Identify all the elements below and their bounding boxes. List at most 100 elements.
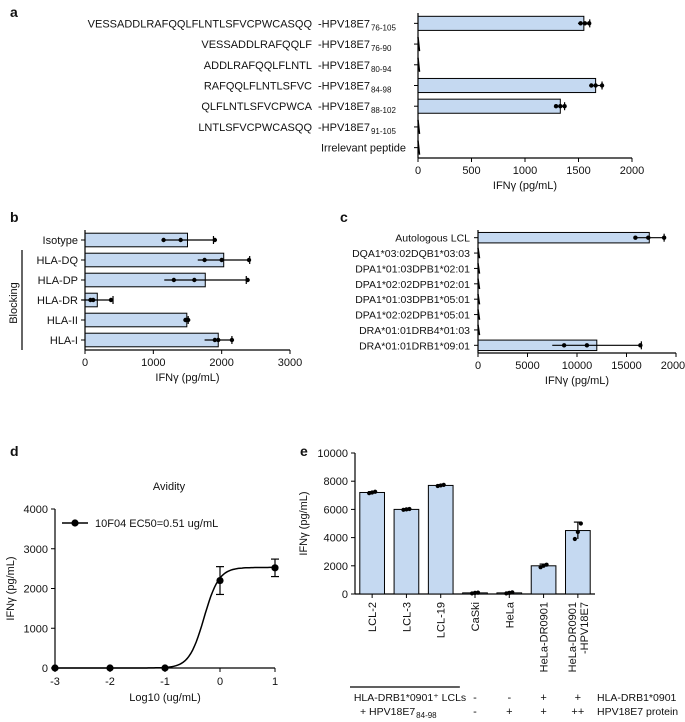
y-tick-label: HLA-II (47, 315, 78, 327)
x-axis-title: IFNγ (pg/mL) (545, 375, 609, 387)
legend-label: 10F04 EC50=0.51 ug/mL (95, 518, 218, 530)
x-tick-label: 0 (217, 676, 223, 688)
peptide-sequence: ADDLRAFQQLFLNTL (204, 60, 312, 72)
peptide-range: 88-102 (371, 106, 396, 115)
y-axis-title: IFNγ (pg/mL) (298, 491, 310, 555)
bar (417, 98, 561, 114)
panel-label-b: b (10, 209, 19, 225)
y-tick-label: DRA*01:01DRB4*01:03 (359, 325, 470, 337)
data-point (192, 277, 197, 283)
y-tick-label: 0 (342, 589, 348, 601)
data-point (575, 529, 580, 535)
peptide-sequence: LNTLSFVCPWCASQQ (198, 122, 312, 134)
peptide-name: Irrelevant peptide (321, 143, 406, 155)
x-tick-label: HeLa-DR0901 (539, 602, 551, 672)
panel-label-c: c (340, 209, 348, 225)
bar (393, 508, 420, 595)
data-point (633, 235, 638, 240)
peptide-sequence: QLFLNTLSFVCPWCA (201, 101, 312, 113)
y-tick-label: HLA-DQ (36, 255, 78, 267)
chart-e: 0 2000 4000 6000 8000 10000 IFNγ (pg/mL) LCL-2 L… (298, 448, 678, 720)
peptide-name: -HPV18E7 (318, 101, 370, 113)
x-tick-label: LCL-19 (436, 602, 448, 638)
x-tick-label-line: LCL-3 (401, 602, 413, 632)
y-tick-label: 4000 (24, 504, 48, 516)
x-tick-label: 20000 (661, 360, 685, 372)
y-tick-label: 6000 (324, 504, 348, 516)
chart-b: 0 1000 2000 3000 IFNγ (pg/mL) Isotype HLA-DQ HL… (8, 230, 302, 384)
bar (417, 15, 585, 31)
x-tick-label: 5000 (515, 360, 539, 372)
x-tick-label: LCL-3 (401, 602, 413, 632)
peptide-sequence: VESSADDLRAFQQLF (201, 39, 312, 51)
data-point (661, 235, 667, 240)
y-tick-label: DPA1*01:03DPB1*05:01 (355, 294, 470, 306)
sign-protein: + (540, 706, 546, 718)
x-tick-label: 1500 (566, 165, 590, 177)
data-point (553, 104, 559, 109)
data-point (587, 21, 592, 26)
data-point (161, 237, 166, 243)
data-point (578, 521, 583, 526)
sign-hla: + (540, 692, 546, 704)
bar (417, 77, 597, 94)
y-tick-label: 8000 (324, 476, 348, 488)
x-tick-label: -2 (105, 676, 115, 688)
data-point (216, 576, 224, 585)
data-point (638, 343, 643, 348)
x-tick-label: 10000 (562, 360, 593, 372)
data-point (561, 343, 567, 348)
y-tick-label: HLA-DP (38, 275, 78, 287)
y-tick-label: Isotype (43, 235, 78, 247)
sign-hla: - (473, 692, 477, 704)
x-tick-label: 1000 (513, 165, 537, 177)
y-tick-label: 10000 (317, 448, 348, 460)
x-tick-label: 0 (475, 360, 481, 372)
x-tick-label: 1 (272, 676, 278, 688)
x-tick-label: HeLa-DR0901-HPV18E7 (567, 602, 591, 672)
y-tick-label: 4000 (324, 533, 348, 545)
peptide-sequence: VESSADDLRAFQQLFLNTLSFVCPWCASQQ (88, 18, 313, 30)
x-tick-label-line: HeLa (504, 601, 516, 628)
x-tick-label-line: -HPV18E7 (579, 602, 591, 654)
y-tick-label: HLA-DR (37, 295, 78, 307)
data-point (202, 257, 207, 263)
data-point (593, 83, 598, 88)
y-tick-label: DQA1*03:02DQB1*03:03 (352, 248, 470, 260)
data-point (106, 664, 114, 672)
bar (427, 484, 454, 595)
peptide-name: -HPV18E7 (318, 60, 370, 72)
data-point (558, 104, 563, 109)
y-tick-label: 3000 (24, 544, 48, 556)
data-point (562, 104, 567, 109)
lcl-bracket-range: 84-98 (416, 711, 437, 720)
data-point (578, 21, 583, 26)
x-tick-label: 0 (82, 357, 88, 369)
y-tick-label: 0 (42, 663, 48, 675)
bar (477, 231, 650, 244)
data-point (510, 590, 515, 595)
bar (84, 332, 219, 348)
x-axis-title: IFNγ (pg/mL) (493, 180, 557, 192)
x-tick-label: 2000 (209, 357, 233, 369)
data-point (178, 237, 183, 243)
y-tick-label: 2000 (24, 584, 48, 596)
x-axis-title: Log10 (ug/mL) (129, 692, 201, 704)
x-tick-label: 3000 (278, 357, 302, 369)
data-point (171, 277, 177, 283)
lcl-bracket-label: + HPV18E7 (360, 706, 415, 718)
x-tick-label: -1 (160, 676, 170, 688)
data-point (584, 343, 590, 348)
x-tick-label: 15000 (611, 360, 642, 372)
chart-title: Avidity (153, 481, 186, 493)
peptide-sequence: RAFQQLFLNTLSFVC (204, 81, 312, 93)
x-tick-label: 0 (415, 165, 421, 177)
lcl-bracket-label: HLA-DRB1*0901⁺ LCLs (354, 692, 466, 704)
data-point (246, 257, 252, 263)
sign-protein: ++ (571, 706, 584, 718)
data-point (582, 21, 588, 26)
x-axis-title: IFNγ (pg/mL) (155, 372, 219, 384)
data-point (589, 83, 594, 88)
bar (565, 530, 591, 595)
x-tick-label: 2000 (620, 165, 644, 177)
